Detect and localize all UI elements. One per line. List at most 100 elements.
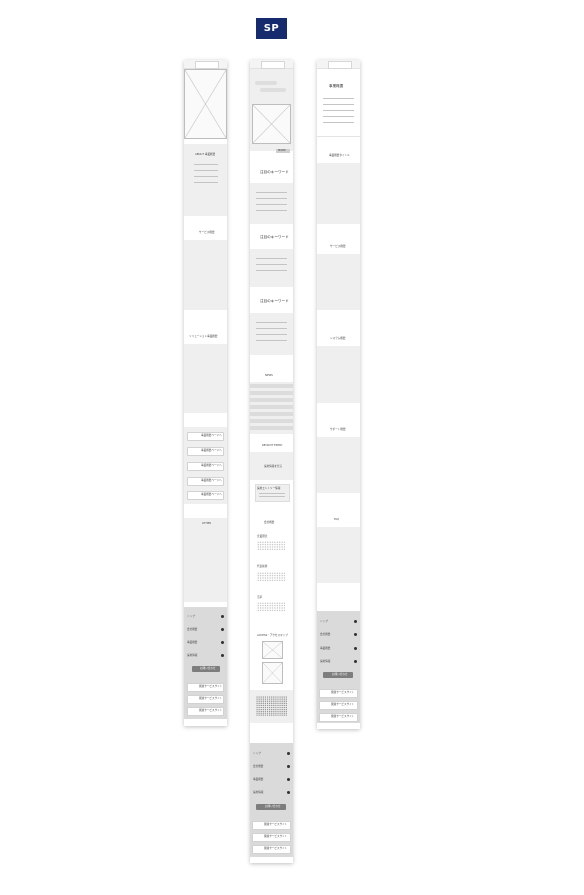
sp-badge-label: SP	[263, 23, 280, 34]
list-item[interactable]: 事業概要ページへ	[187, 432, 224, 441]
section-block	[317, 254, 360, 310]
contact-button[interactable]: お問い合わせ	[192, 666, 220, 672]
recruit-block	[250, 452, 293, 480]
text-line	[323, 122, 354, 123]
footer-menu-item[interactable]: 会社概要	[253, 765, 264, 768]
contact-button-label: お問い合わせ	[200, 667, 216, 670]
wireframe-column-middle: MORE 注目のキーワード 注目のキーワード 注目のキーワード NEWS REC…	[250, 60, 293, 863]
keyword-heading: 注目のキーワード	[260, 235, 289, 239]
placeholder-cross-icon	[262, 662, 283, 684]
service-block	[184, 240, 227, 310]
contact-button[interactable]: お問い合わせ	[256, 804, 286, 810]
about-heading: ABOUT 事業概要	[195, 153, 216, 156]
company-heading: 会社概要	[264, 521, 275, 524]
section-heading: システム概要	[330, 337, 346, 340]
header-tab	[194, 61, 219, 69]
more-button[interactable]: MORE	[276, 149, 290, 153]
news-item[interactable]	[250, 412, 293, 416]
related-site-button[interactable]: 関連サービスサイト	[187, 707, 224, 716]
text-line	[259, 496, 285, 497]
footer-menu-item[interactable]: トップ	[320, 620, 328, 623]
text-line	[323, 98, 354, 99]
footer-menu-item[interactable]: トップ	[253, 752, 261, 755]
text-line	[256, 198, 287, 199]
header-tab	[260, 61, 285, 69]
section-heading: サービス概要	[330, 245, 346, 248]
map-image-placeholder	[262, 641, 283, 659]
related-site-label: 関連サービスサイト	[264, 823, 288, 826]
greeting-subheading: 代表挨拶	[257, 565, 268, 568]
footer-menu-item[interactable]: 採用情報	[253, 791, 264, 794]
hero-text-bar	[260, 88, 286, 92]
footer-menu-item[interactable]: トップ	[187, 615, 195, 618]
related-site-label: 関連サービスサイト	[264, 835, 288, 838]
section-block	[317, 346, 360, 403]
wireframe-column-right: 事業概要 事業概要タイトル サービス概要 システム概要 サポート概要 FAQ ト…	[317, 60, 360, 729]
related-site-label: 関連サービスサイト	[331, 715, 355, 718]
other-heading: OTHER	[202, 522, 212, 525]
related-site-button[interactable]: 関連サービスサイト	[187, 695, 224, 704]
related-site-button[interactable]: 関連サービスサイト	[319, 701, 358, 710]
text-line	[256, 334, 287, 335]
header-bar	[184, 60, 227, 69]
related-site-button[interactable]: 関連サービスサイト	[252, 845, 291, 854]
entry-heading: 採用エントリー情報	[257, 487, 281, 490]
contact-button[interactable]: お問い合わせ	[323, 672, 353, 678]
arrow-icon	[287, 778, 290, 781]
news-item[interactable]	[250, 398, 293, 402]
related-site-label: 関連サービスサイト	[199, 685, 223, 688]
text-line	[256, 258, 287, 259]
news-item[interactable]	[250, 419, 293, 423]
placeholder-cross-icon	[252, 104, 291, 144]
news-item[interactable]	[250, 405, 293, 409]
arrow-icon	[354, 620, 357, 623]
footer-menu-item[interactable]: 事業概要	[320, 647, 331, 650]
recruit-heading: RECRUIT ENTRY	[262, 444, 283, 447]
text-line	[323, 110, 354, 111]
news-item[interactable]	[250, 384, 293, 388]
keyword-block	[250, 183, 293, 224]
text-line	[256, 328, 287, 329]
list-item[interactable]: 事業概要ページへ	[187, 477, 224, 486]
related-site-button[interactable]: 関連サービスサイト	[187, 683, 224, 692]
footer-menu-item[interactable]: 事業概要	[187, 641, 198, 644]
list-item[interactable]: 事業概要ページへ	[187, 491, 224, 500]
text-block	[257, 541, 285, 550]
arrow-icon	[221, 654, 224, 657]
list-item[interactable]: 事業概要ページへ	[187, 462, 224, 471]
text-line	[323, 116, 354, 117]
related-site-button[interactable]: 関連サービスサイト	[319, 689, 358, 698]
footer-menu-item[interactable]: 事業概要	[253, 778, 264, 781]
related-site-button[interactable]: 関連サービスサイト	[319, 713, 358, 722]
access-heading: ACCESS・アクセスマップ	[257, 634, 288, 637]
keyword-heading: 注目のキーワード	[260, 170, 289, 174]
solution-heading: ソリューション事業概要	[189, 335, 218, 338]
arrow-icon	[221, 615, 224, 618]
header-bar	[250, 60, 293, 69]
other-block	[184, 518, 227, 602]
text-line	[256, 270, 287, 271]
news-item[interactable]	[250, 391, 293, 395]
arrow-icon	[221, 641, 224, 644]
related-site-button[interactable]: 関連サービスサイト	[252, 833, 291, 842]
list-item-label: 事業概要ページへ	[201, 464, 222, 467]
text-line	[256, 322, 287, 323]
arrow-icon	[354, 633, 357, 636]
header-tab	[327, 61, 352, 69]
list-item[interactable]: 事業概要ページへ	[187, 447, 224, 456]
text-block	[257, 602, 285, 612]
footer-menu-item[interactable]: 会社概要	[320, 633, 331, 636]
keyword-block	[250, 249, 293, 287]
footer-menu-item[interactable]: 採用情報	[320, 660, 331, 663]
footer-menu-item[interactable]: 採用情報	[187, 654, 198, 657]
text-line	[256, 264, 287, 265]
news-item[interactable]	[250, 426, 293, 430]
arrow-icon	[354, 660, 357, 663]
list-item-label: 事業概要ページへ	[201, 479, 222, 482]
related-site-label: 関連サービスサイト	[199, 709, 223, 712]
recruit-link[interactable]: 採用情報を見る	[264, 465, 283, 468]
footer-menu-item[interactable]: 会社概要	[187, 628, 198, 631]
section-block	[317, 163, 360, 224]
wireframe-column-left: ABOUT 事業概要 サービス概要 ソリューション事業概要 事業概要ページへ 事…	[184, 60, 227, 726]
related-site-button[interactable]: 関連サービスサイト	[252, 821, 291, 830]
